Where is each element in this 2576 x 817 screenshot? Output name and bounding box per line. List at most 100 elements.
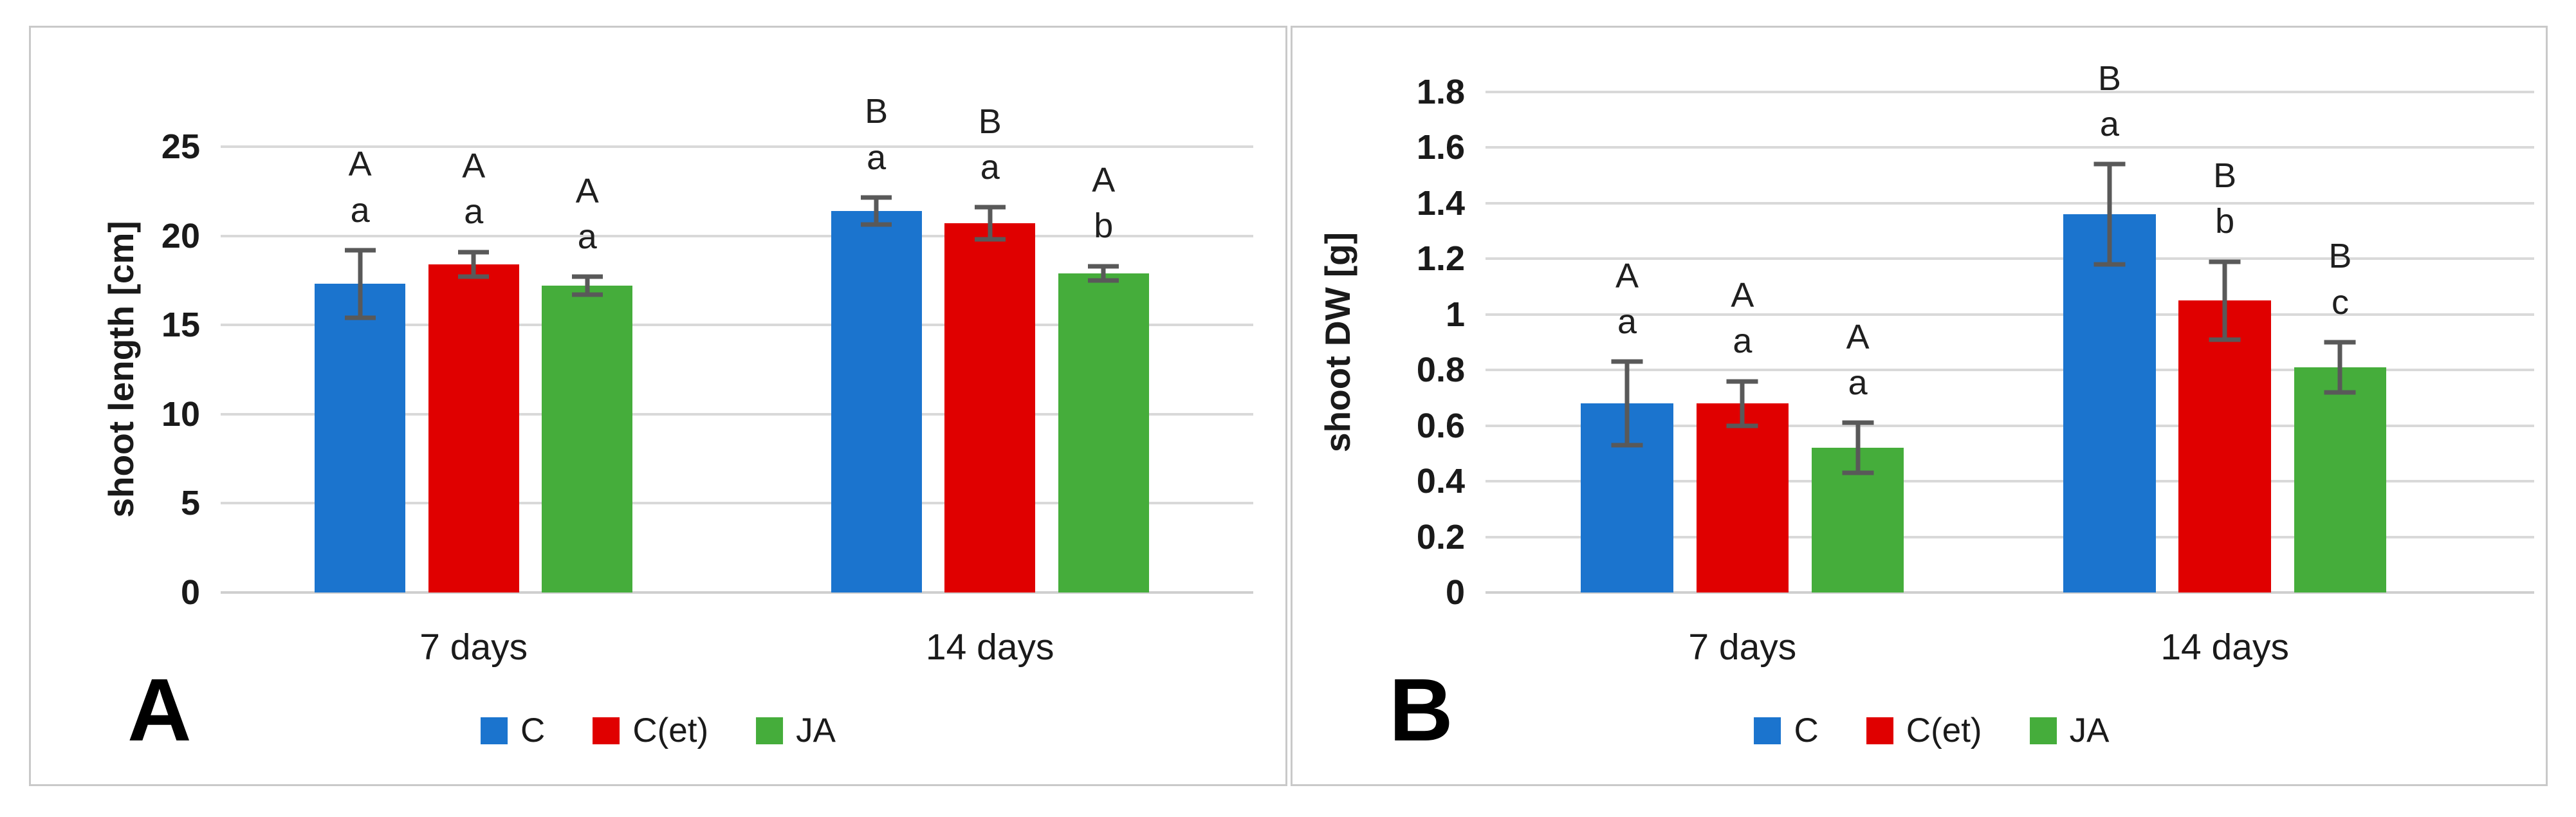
- error-bar-cap: [2093, 161, 2126, 167]
- letter-upper: A: [1092, 161, 1116, 200]
- gridline: [221, 502, 1253, 505]
- error-bar-cap: [974, 237, 1006, 242]
- legend-item-C: C: [1754, 713, 1819, 748]
- letter-lower: a: [867, 138, 887, 177]
- legend-item-C(et): C(et): [1866, 713, 1982, 748]
- letter-upper: A: [1731, 275, 1754, 315]
- error-bar: [358, 250, 363, 318]
- error-bar-cap: [1611, 359, 1643, 364]
- legend-swatch: [2029, 717, 2057, 744]
- legend-label: C(et): [632, 711, 709, 749]
- y-tick-label: 25: [161, 127, 200, 166]
- error-bar: [2337, 342, 2342, 392]
- legend-item-JA: JA: [2029, 711, 2110, 749]
- y-tick-label: 0: [1445, 573, 1465, 612]
- letter-upper: B: [865, 92, 888, 131]
- bar-C(et)-14-days: [2178, 300, 2271, 592]
- letter-upper: A: [348, 145, 372, 184]
- letter-lower: a: [350, 190, 370, 230]
- bar-JA-7-days: [542, 286, 633, 592]
- letter-upper: A: [462, 147, 486, 186]
- gridline: [221, 145, 1253, 148]
- y-tick-label: 0.2: [1416, 517, 1465, 556]
- letter-upper: A: [1615, 256, 1639, 295]
- error-bar-cap: [571, 292, 603, 297]
- letter-lower: a: [1848, 363, 1868, 403]
- bar-C(et)-7-days: [1696, 403, 1789, 592]
- legend-label: C: [1794, 711, 1819, 749]
- legend: C C(et) JA: [481, 713, 836, 748]
- error-bar-cap: [458, 250, 490, 255]
- error-bar-cap: [2093, 262, 2126, 267]
- y-tick-label: 20: [161, 216, 200, 255]
- error-bar-cap: [861, 195, 892, 200]
- letter-lower: a: [2099, 105, 2119, 144]
- letter-upper: B: [978, 102, 1002, 141]
- gridline: [1486, 369, 2534, 372]
- legend-item-C: C: [481, 713, 545, 748]
- letter-lower: a: [1733, 322, 1753, 361]
- gridline: [1486, 313, 2534, 316]
- gridline: [1486, 91, 2534, 93]
- y-tick-label: 1.6: [1416, 128, 1465, 167]
- gridline: [1486, 257, 2534, 261]
- bar-JA-14-days: [1058, 273, 1149, 592]
- error-bar-cap: [974, 205, 1006, 210]
- y-tick-label: 15: [161, 306, 200, 345]
- error-bar-cap: [1726, 379, 1758, 384]
- error-bar-cap: [861, 222, 892, 227]
- letter-upper: A: [1846, 317, 1870, 356]
- legend-label: C(et): [1906, 711, 1982, 749]
- letter-upper: B: [2097, 59, 2121, 98]
- bar-C-14-days: [831, 210, 922, 592]
- y-axis-title: shoot DW [g]: [1318, 232, 1357, 453]
- error-bar-cap: [2324, 390, 2356, 395]
- gridline: [1486, 201, 2534, 205]
- letter-lower: a: [980, 147, 1000, 187]
- error-bar-cap: [571, 274, 603, 279]
- gridline-zero: [221, 591, 1253, 594]
- bar-JA-14-days: [2294, 367, 2387, 592]
- error-bar-cap: [2209, 259, 2241, 264]
- gridline: [1486, 146, 2534, 149]
- gridline: [221, 324, 1253, 327]
- bar-C-14-days: [2063, 214, 2156, 592]
- gridline: [1486, 480, 2534, 483]
- y-tick-label: 0: [180, 573, 200, 612]
- letter-lower: a: [1617, 302, 1637, 341]
- error-bar: [874, 197, 879, 225]
- legend-swatch: [593, 717, 620, 744]
- category-label: 7 days: [1688, 627, 1797, 668]
- legend-label: JA: [796, 711, 836, 749]
- error-bar: [585, 277, 590, 295]
- error-bar-cap: [344, 315, 376, 320]
- letter-lower: c: [2331, 282, 2349, 322]
- panel-b: shoot DW [g] 0 0.2 0.4 0.6 0.8 1 1.2 1.4 1.6 1.8 A…: [1291, 26, 2548, 786]
- y-tick-label: 0.4: [1416, 462, 1465, 501]
- error-bar-cap: [1726, 423, 1758, 428]
- bar-C-7-days: [315, 284, 406, 592]
- error-bar-cap: [1088, 264, 1119, 269]
- error-bar-cap: [1611, 443, 1643, 448]
- panel-letter: A: [127, 661, 192, 760]
- legend-swatch: [1866, 717, 1893, 744]
- y-tick-label: 0.8: [1416, 351, 1465, 390]
- legend-label: JA: [2069, 711, 2110, 749]
- legend-label: C: [520, 711, 546, 749]
- error-bar: [1101, 266, 1106, 280]
- error-bar-cap: [2324, 340, 2356, 345]
- category-label: 14 days: [2160, 627, 2289, 668]
- legend: C C(et) JA: [1754, 711, 2110, 749]
- gridline: [221, 234, 1253, 237]
